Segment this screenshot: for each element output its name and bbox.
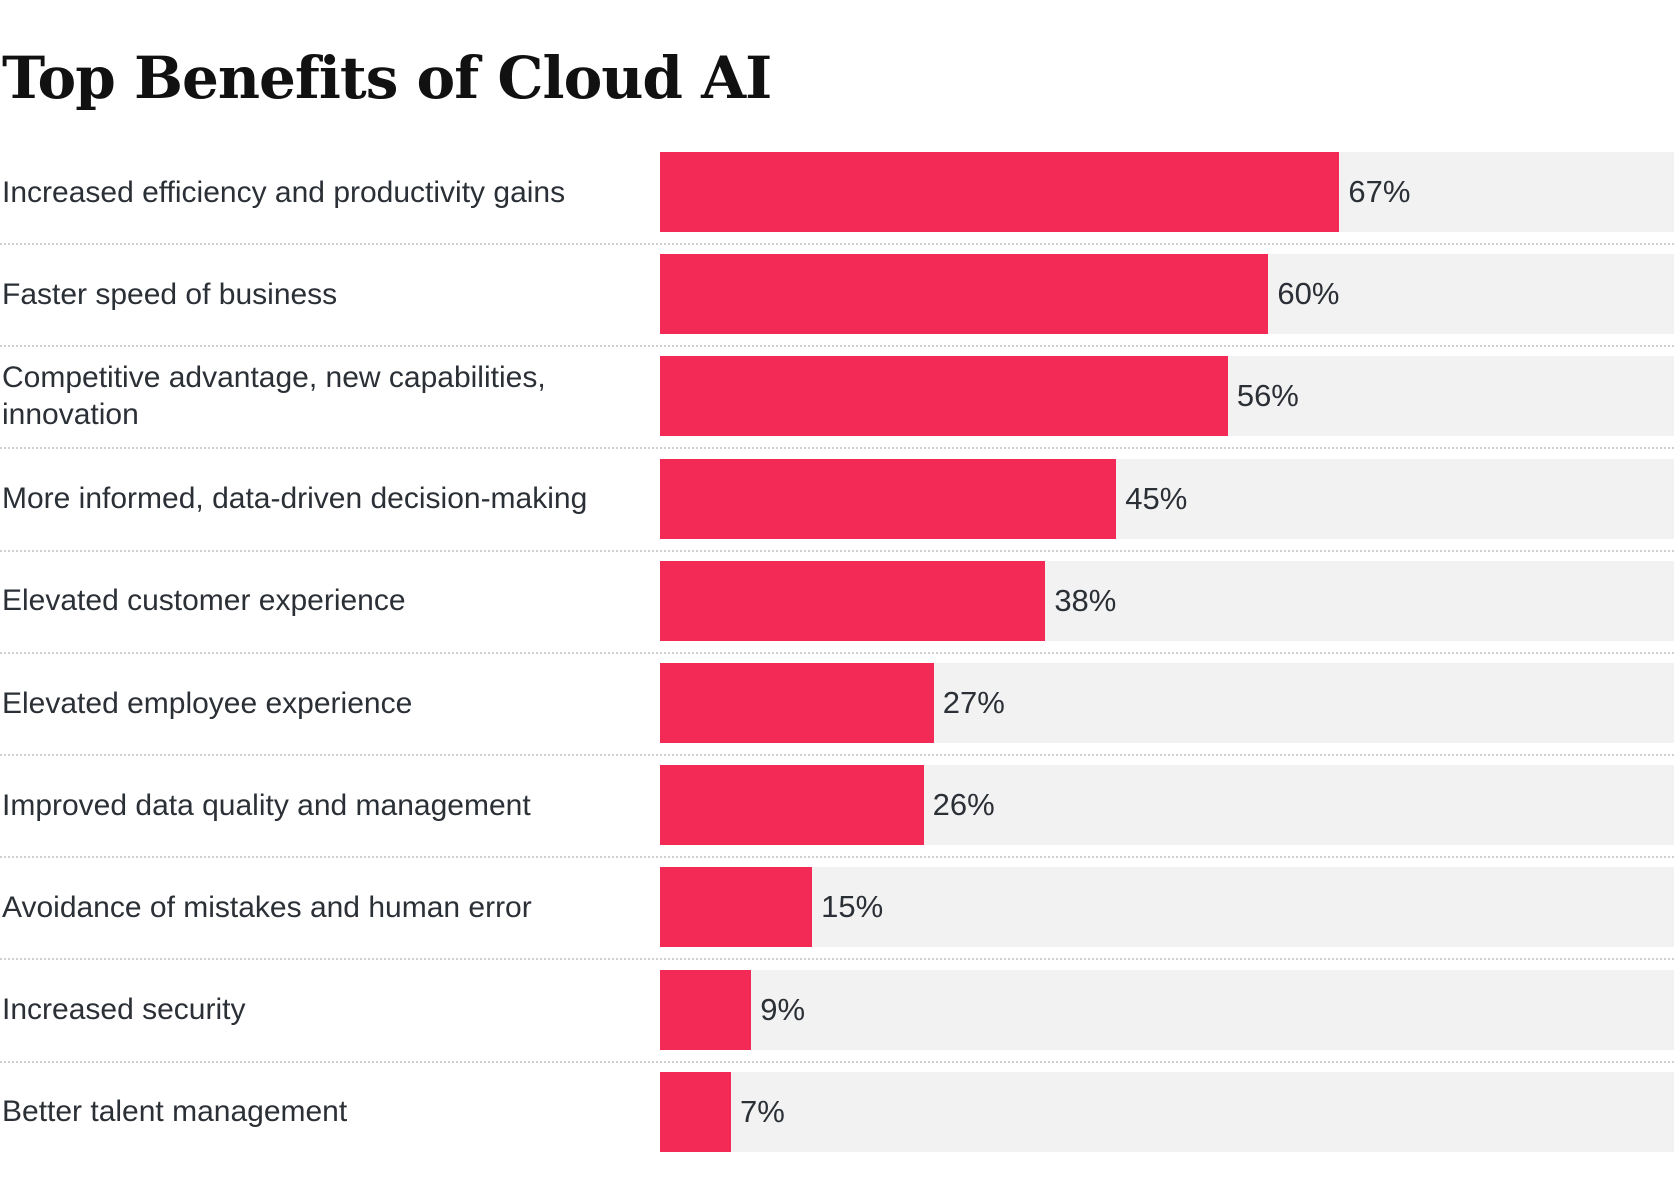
bar-row: Faster speed of business 60% xyxy=(0,254,1676,356)
bar-row: More informed, data-driven decision-maki… xyxy=(0,458,1676,561)
bar-track: 27% xyxy=(660,663,1674,743)
category-label: More informed, data-driven decision-maki… xyxy=(2,482,588,516)
bar-track: 38% xyxy=(660,560,1674,641)
category-label: Elevated employee experience xyxy=(2,686,413,720)
data-label: 7% xyxy=(739,1093,785,1129)
category-label: Increased security xyxy=(2,993,246,1027)
data-label: 45% xyxy=(1125,480,1188,516)
data-label: 67% xyxy=(1348,174,1411,209)
bar xyxy=(660,765,924,846)
bar-row: Avoidance of mistakes and human error 15% xyxy=(0,867,1676,969)
bar-row: Elevated employee experience 27% xyxy=(0,663,1676,765)
data-label: 26% xyxy=(932,787,995,823)
bar xyxy=(660,254,1269,335)
bar-track: 67% xyxy=(660,152,1674,232)
data-label: 15% xyxy=(821,889,884,925)
data-label: 38% xyxy=(1054,582,1117,618)
bar xyxy=(660,663,934,743)
row-separator xyxy=(0,856,1674,859)
row-separator xyxy=(0,651,1674,654)
category-label: Increased efficiency and productivity ga… xyxy=(2,175,566,209)
bar xyxy=(660,969,752,1050)
bar-row: Better talent management 7% xyxy=(0,1071,1676,1174)
bar xyxy=(660,560,1046,641)
bar-row: Increased security 9% xyxy=(0,969,1676,1072)
category-label: Faster speed of business xyxy=(2,277,338,311)
bar-row: Improved data quality and management 26% xyxy=(0,765,1676,867)
bar-row: Increased efficiency and productivity ga… xyxy=(0,152,1676,254)
bar-track: 7% xyxy=(660,1071,1674,1152)
bar-track: 26% xyxy=(660,765,1674,846)
row-separator xyxy=(0,754,1674,756)
bar-row: Competitive advantage, new capabilities,… xyxy=(0,356,1676,458)
category-label: Avoidance of mistakes and human error xyxy=(2,890,532,924)
data-label: 60% xyxy=(1277,276,1340,312)
bar xyxy=(660,152,1340,232)
bar xyxy=(660,356,1228,437)
row-separator xyxy=(0,447,1674,450)
category-label: Better talent management xyxy=(2,1095,348,1129)
bar-row: Elevated customer experience 38% xyxy=(0,560,1676,663)
bar xyxy=(660,867,813,948)
data-label: 56% xyxy=(1236,378,1299,414)
bar xyxy=(660,458,1117,539)
bar-track: 9% xyxy=(660,969,1674,1050)
row-separator xyxy=(0,345,1674,348)
bar-track: 45% xyxy=(660,458,1674,539)
bar-track: 60% xyxy=(660,254,1674,335)
bar xyxy=(660,1071,731,1152)
row-separator xyxy=(0,243,1674,245)
data-label: 27% xyxy=(942,685,1005,720)
bar-track: 56% xyxy=(660,356,1674,437)
row-separator xyxy=(0,1060,1674,1063)
category-label: Elevated customer experience xyxy=(2,584,406,618)
row-separator xyxy=(0,958,1674,961)
category-label: Improved data quality and management xyxy=(2,788,531,822)
category-label: Competitive advantage, new capabilities,… xyxy=(2,361,546,432)
chart-title: Top Benefits of Cloud AI xyxy=(2,44,772,112)
bar-track: 15% xyxy=(660,867,1674,948)
row-separator xyxy=(0,549,1674,552)
data-label: 9% xyxy=(760,991,806,1027)
